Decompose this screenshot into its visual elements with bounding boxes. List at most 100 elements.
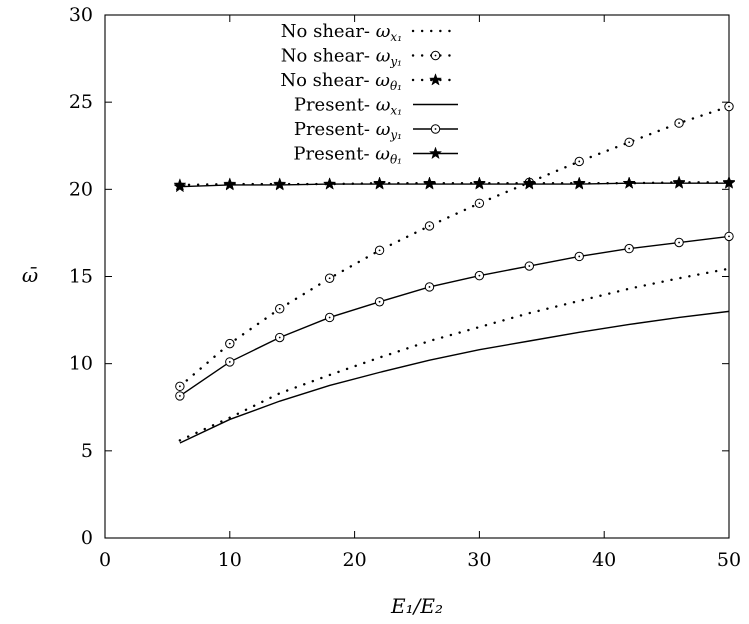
data-point-dot bbox=[428, 225, 431, 227]
legend-entry: Present- ωy₁ bbox=[294, 119, 458, 142]
data-point bbox=[372, 177, 387, 190]
y-tick-label: 25 bbox=[69, 91, 93, 113]
legend-label-text: No shear- bbox=[280, 70, 375, 91]
legend-subscript: x₁ bbox=[390, 104, 402, 118]
y-tick-label: 10 bbox=[69, 353, 93, 375]
y-tick-label: 0 bbox=[81, 527, 93, 549]
y-axis-label: ω̄ bbox=[22, 263, 38, 287]
legend-marker bbox=[428, 73, 443, 86]
data-point-dot bbox=[628, 247, 631, 250]
y-axis-ticks: 0 5 10 15 20 25 30 bbox=[69, 4, 729, 549]
y-tick-label: 5 bbox=[81, 440, 93, 462]
data-point-dot bbox=[528, 265, 531, 267]
legend-subscript: θ₁ bbox=[390, 79, 402, 93]
legend-marker-dot bbox=[434, 128, 437, 130]
y-tick-label: 30 bbox=[69, 4, 93, 26]
x-tick-label: 10 bbox=[218, 549, 242, 571]
legend-label-text: No shear- bbox=[281, 46, 376, 67]
legend-label-text: Present- bbox=[293, 144, 375, 165]
x-tick-label: 20 bbox=[343, 549, 367, 571]
y-tick-label: 15 bbox=[69, 266, 93, 288]
legend-entry: Present- ωθ₁ bbox=[293, 144, 458, 167]
legend-label: Present- ωθ₁ bbox=[293, 144, 402, 167]
legend-label-text: No shear- bbox=[281, 21, 376, 42]
legend-symbol: ω bbox=[376, 95, 391, 116]
data-point bbox=[223, 178, 237, 191]
legend-subscript: θ₁ bbox=[390, 153, 402, 167]
legend-symbol: ω bbox=[375, 70, 390, 91]
data-point bbox=[622, 176, 636, 189]
legend-entry: No shear- ωy₁ bbox=[281, 46, 460, 69]
data-point-dot bbox=[728, 235, 730, 238]
data-point-dot bbox=[378, 300, 381, 303]
data-point bbox=[572, 177, 586, 190]
series-1 bbox=[178, 267, 731, 442]
x-tick-label: 30 bbox=[467, 549, 491, 571]
data-point bbox=[273, 178, 287, 191]
data-point-dot bbox=[228, 361, 231, 363]
data-point bbox=[472, 177, 487, 190]
data-point-dot bbox=[478, 202, 481, 205]
legend-label: Present- ωy₁ bbox=[294, 119, 402, 142]
data-point-dot bbox=[578, 160, 581, 163]
data-point-dot bbox=[478, 274, 481, 277]
data-point-dot bbox=[178, 385, 181, 388]
data-point-dot bbox=[728, 105, 730, 108]
data-point bbox=[722, 176, 736, 189]
legend-marker bbox=[428, 146, 443, 160]
data-point-dot bbox=[278, 307, 281, 310]
x-axis-label: E₁/E₂ bbox=[390, 594, 443, 618]
series-line bbox=[179, 235, 730, 397]
data-point bbox=[323, 177, 337, 190]
data-point bbox=[672, 176, 686, 189]
legend-entry: Present- ωx₁ bbox=[294, 95, 458, 118]
data-point-dot bbox=[178, 395, 181, 397]
x-tick-label: 50 bbox=[717, 549, 741, 571]
series-line bbox=[179, 310, 730, 444]
legend-label-text: Present- bbox=[294, 95, 376, 116]
legend-marker-dot bbox=[434, 54, 437, 57]
legend-entry: No shear- ωx₁ bbox=[281, 21, 460, 44]
legend-subscript: x₁ bbox=[390, 30, 402, 44]
legend-label: No shear- ωx₁ bbox=[281, 21, 402, 44]
data-point-dot bbox=[678, 122, 680, 124]
legend-symbol: ω bbox=[376, 46, 391, 67]
legend-label-text: Present- bbox=[294, 119, 376, 140]
x-axis-ticks: 0 10 20 30 40 50 bbox=[99, 15, 741, 571]
legend-subscript: y₁ bbox=[389, 128, 402, 142]
data-point-dot bbox=[628, 141, 631, 144]
axes-frame bbox=[104, 14, 730, 539]
data-point-dot bbox=[278, 336, 281, 339]
series-line bbox=[178, 267, 731, 442]
data-point-dot bbox=[328, 277, 331, 280]
legend-subscript: y₁ bbox=[389, 55, 402, 69]
legend-symbol: ω bbox=[375, 144, 390, 165]
data-point-dot bbox=[378, 249, 381, 252]
legend-label: No shear- ωθ₁ bbox=[280, 70, 402, 93]
legend-entry: No shear- ωθ₁ bbox=[280, 70, 460, 93]
data-point-dot bbox=[428, 286, 431, 288]
data-point bbox=[422, 177, 437, 190]
y-tick-label: 20 bbox=[69, 178, 93, 200]
series-line bbox=[179, 182, 729, 188]
data-point-dot bbox=[678, 241, 680, 244]
legend-symbol: ω bbox=[376, 119, 391, 140]
series-4 bbox=[179, 310, 730, 444]
legend-label: Present- ωx₁ bbox=[294, 95, 402, 118]
data-point bbox=[522, 177, 536, 190]
data-point-dot bbox=[578, 255, 581, 258]
data-point-dot bbox=[228, 342, 231, 345]
series-layer bbox=[173, 101, 736, 444]
series-6 bbox=[173, 176, 736, 193]
legend-symbol: ω bbox=[376, 21, 391, 42]
x-tick-label: 40 bbox=[592, 549, 616, 571]
plot-frame bbox=[104, 14, 730, 539]
series-line bbox=[178, 181, 731, 187]
series-5 bbox=[175, 231, 734, 401]
data-point bbox=[173, 179, 187, 193]
legend-label: No shear- ωy₁ bbox=[281, 46, 402, 69]
data-point-dot bbox=[328, 316, 331, 319]
x-tick-label: 0 bbox=[99, 549, 111, 571]
